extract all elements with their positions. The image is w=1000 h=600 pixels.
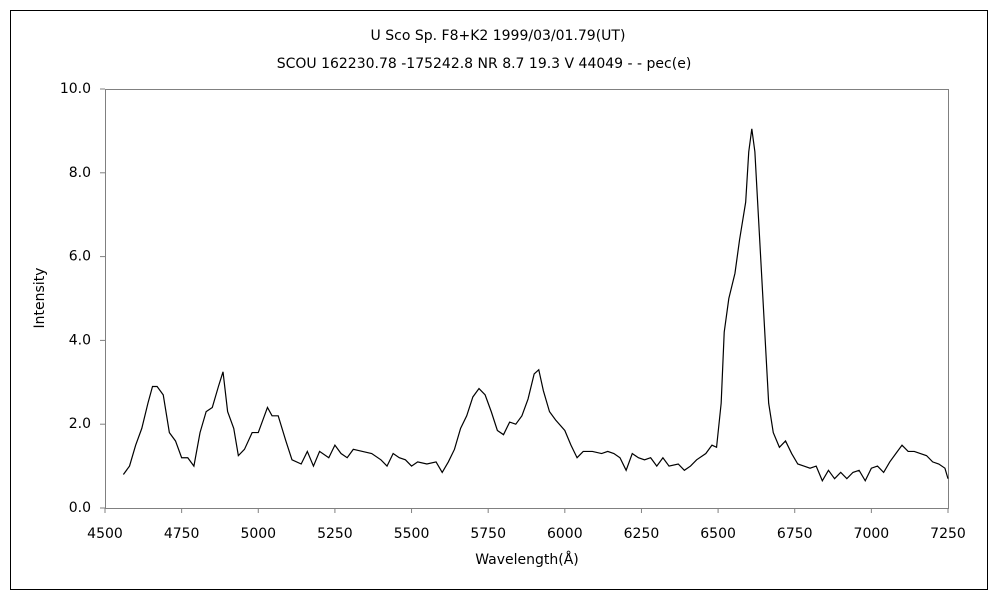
y-tick-label: 4.0 [69,332,91,348]
x-tick-label: 5250 [317,526,353,542]
x-tick-label: 6750 [777,526,813,542]
x-tick-label: 5750 [470,526,506,542]
y-tick-label: 10.0 [60,81,91,97]
x-tick-label: 7000 [854,526,890,542]
x-axis-label: Wavelength(Å) [475,551,579,568]
x-tick-label: 6000 [547,526,583,542]
y-tick-label: 0.0 [69,500,91,516]
chart-title: U Sco Sp. F8+K2 1999/03/01.79(UT) [371,28,626,44]
y-tick-label: 6.0 [69,249,91,265]
plot-area [105,89,949,509]
x-tick-label: 4500 [87,526,123,542]
x-tick-label: 6500 [700,526,736,542]
x-tick-label: 5000 [240,526,276,542]
x-tick-label: 4750 [164,526,200,542]
x-tick-label: 5500 [394,526,430,542]
x-tick-label: 6250 [624,526,660,542]
y-axis-label: Intensity [32,268,48,329]
chart-subtitle: SCOU 162230.78 -175242.8 NR 8.7 19.3 V 4… [277,56,692,72]
y-tick-label: 8.0 [69,165,91,181]
x-tick-label: 7250 [930,526,966,542]
y-tick-label: 2.0 [69,416,91,432]
spectrum-line [122,128,949,483]
